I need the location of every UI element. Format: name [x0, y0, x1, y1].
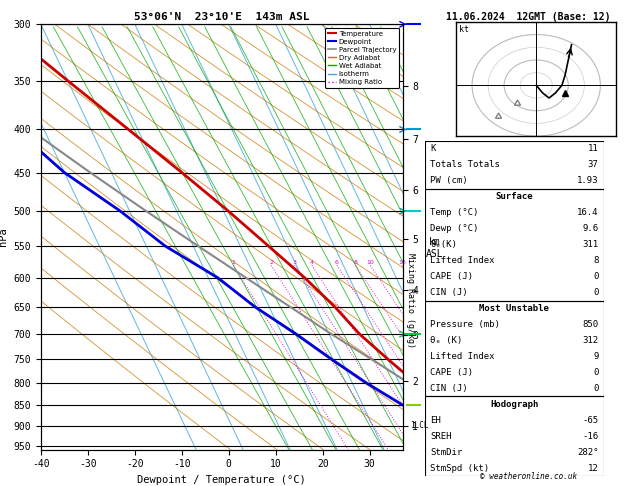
- Text: 1LCL: 1LCL: [410, 421, 428, 431]
- Bar: [425, 301, 604, 397]
- Text: Dewp (°C): Dewp (°C): [430, 224, 478, 233]
- Text: Totals Totals: Totals Totals: [430, 160, 500, 170]
- Text: CAPE (J): CAPE (J): [430, 272, 473, 281]
- Text: -16: -16: [582, 432, 598, 441]
- Text: 1: 1: [231, 260, 235, 265]
- Text: 0: 0: [593, 384, 598, 393]
- Text: 0: 0: [593, 368, 598, 377]
- Text: 312: 312: [582, 336, 598, 345]
- Text: 0: 0: [593, 272, 598, 281]
- Text: CIN (J): CIN (J): [430, 384, 467, 393]
- Text: EH: EH: [430, 416, 441, 425]
- Text: 11: 11: [587, 144, 598, 154]
- Text: 8: 8: [593, 256, 598, 265]
- Text: 16: 16: [399, 260, 406, 265]
- Text: 2: 2: [269, 260, 273, 265]
- Text: 8: 8: [353, 260, 357, 265]
- Text: StmDir: StmDir: [430, 448, 462, 457]
- Text: -65: -65: [582, 416, 598, 425]
- Text: 282°: 282°: [577, 448, 598, 457]
- Text: Pressure (mb): Pressure (mb): [430, 320, 500, 329]
- Text: Lifted Index: Lifted Index: [430, 352, 494, 361]
- Legend: Temperature, Dewpoint, Parcel Trajectory, Dry Adiabat, Wet Adiabat, Isotherm, Mi: Temperature, Dewpoint, Parcel Trajectory…: [325, 28, 399, 88]
- Text: 12: 12: [587, 464, 598, 473]
- Text: K: K: [430, 144, 435, 154]
- Bar: [425, 397, 604, 476]
- Text: Mixing Ratio (g/kg): Mixing Ratio (g/kg): [406, 253, 415, 348]
- Text: 0: 0: [593, 288, 598, 297]
- Text: 11.06.2024  12GMT (Base: 12): 11.06.2024 12GMT (Base: 12): [446, 12, 611, 22]
- Text: 16.4: 16.4: [577, 208, 598, 217]
- Title: 53°06'N  23°10'E  143m ASL: 53°06'N 23°10'E 143m ASL: [134, 12, 309, 22]
- Text: CAPE (J): CAPE (J): [430, 368, 473, 377]
- Text: θₑ(K): θₑ(K): [430, 240, 457, 249]
- Text: 4: 4: [310, 260, 314, 265]
- Text: 311: 311: [582, 240, 598, 249]
- Bar: [425, 141, 604, 189]
- Y-axis label: hPa: hPa: [0, 227, 8, 246]
- Text: 1.93: 1.93: [577, 176, 598, 185]
- Text: θₑ (K): θₑ (K): [430, 336, 462, 345]
- Text: 9.6: 9.6: [582, 224, 598, 233]
- Text: Hodograph: Hodograph: [490, 400, 538, 409]
- X-axis label: Dewpoint / Temperature (°C): Dewpoint / Temperature (°C): [137, 475, 306, 485]
- Text: © weatheronline.co.uk: © weatheronline.co.uk: [480, 472, 577, 481]
- Text: 37: 37: [587, 160, 598, 170]
- Text: kt: kt: [459, 25, 469, 35]
- Text: 6: 6: [335, 260, 339, 265]
- Y-axis label: km
ASL: km ASL: [426, 237, 443, 259]
- Text: 3: 3: [292, 260, 297, 265]
- Text: PW (cm): PW (cm): [430, 176, 467, 185]
- Text: Most Unstable: Most Unstable: [479, 304, 549, 313]
- Text: 10: 10: [367, 260, 374, 265]
- Text: Lifted Index: Lifted Index: [430, 256, 494, 265]
- Text: Temp (°C): Temp (°C): [430, 208, 478, 217]
- Text: CIN (J): CIN (J): [430, 288, 467, 297]
- Bar: [425, 189, 604, 301]
- Text: StmSpd (kt): StmSpd (kt): [430, 464, 489, 473]
- Text: 850: 850: [582, 320, 598, 329]
- Text: SREH: SREH: [430, 432, 452, 441]
- Text: 9: 9: [593, 352, 598, 361]
- Text: Surface: Surface: [496, 192, 533, 201]
